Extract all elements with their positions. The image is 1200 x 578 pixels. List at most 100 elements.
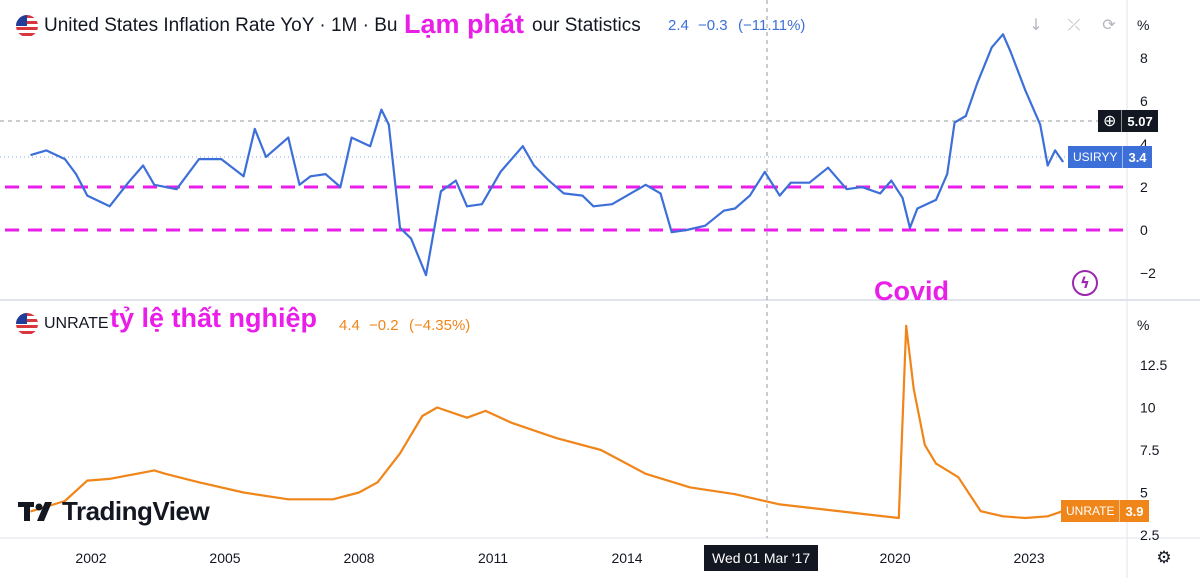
- time-axis-label: 2023: [1013, 550, 1044, 566]
- inflation-point: [75, 173, 78, 176]
- inflation-point: [253, 127, 256, 130]
- inflation-point: [369, 145, 372, 148]
- inflation-point: [611, 203, 614, 206]
- inflation-point: [380, 108, 383, 111]
- unemployment-point: [164, 472, 167, 475]
- unemployment-point: [912, 387, 915, 390]
- restore-icon[interactable]: ⟳: [1102, 15, 1116, 34]
- unemployment-point: [644, 472, 647, 475]
- inflation-point: [45, 149, 48, 152]
- inflation-point: [1039, 123, 1042, 126]
- down-arrow-icon[interactable]: ↓: [1029, 15, 1043, 34]
- top-y-tick-label: −2: [1140, 265, 1156, 281]
- inflation-point: [935, 198, 938, 201]
- unemployment-point: [778, 503, 781, 506]
- bottom-y-tick-label: 2.5: [1140, 527, 1160, 543]
- usiryy-price-label: USIRYY 3.4: [1068, 146, 1152, 168]
- unemployment-point: [555, 437, 558, 440]
- inflation-title[interactable]: United States Inflation Rate YoY · 1M · …: [44, 15, 398, 36]
- collapse-icon[interactable]: ⤫: [1067, 15, 1081, 34]
- unemployment-point: [484, 409, 487, 412]
- top-y-tick-label: 4: [1140, 136, 1148, 152]
- inflation-last-value: 2.4: [668, 17, 689, 34]
- inflation-point: [350, 136, 353, 139]
- inflation-point: [659, 192, 662, 195]
- unemployment-point: [1002, 515, 1005, 518]
- inflation-point: [990, 46, 993, 49]
- covid-annotation: Covid: [874, 276, 950, 306]
- unemployment-point: [923, 443, 926, 446]
- tradingview-logo-text: TradingView: [62, 496, 210, 526]
- crosshair-price-label: ⊕ 5.07: [1098, 110, 1158, 132]
- inflation-point: [465, 205, 468, 208]
- unemployment-point: [287, 498, 290, 501]
- unrate-last-value: 4.4: [339, 317, 360, 334]
- time-axis-label: 2020: [879, 550, 910, 566]
- unrate-change-pct: (−4.35%): [409, 317, 471, 334]
- inflation-point: [916, 207, 919, 210]
- inflation-point: [592, 205, 595, 208]
- top-y-tick-label: 6: [1140, 93, 1148, 109]
- time-axis-label: 2011: [478, 550, 508, 566]
- top-y-tick-label: 0: [1140, 222, 1148, 238]
- unemployment-point: [63, 500, 66, 502]
- inflation-point: [127, 181, 130, 184]
- unemployment-point: [197, 481, 200, 484]
- inflation-point: [778, 194, 781, 197]
- inflation-title-tail: our Statistics: [532, 15, 641, 36]
- inflation-point: [175, 188, 178, 191]
- inflation-point: [827, 166, 830, 169]
- inflation-point: [1002, 33, 1005, 36]
- bottom-y-tick-label: 12.5: [1140, 357, 1167, 373]
- inflation-point: [387, 123, 390, 126]
- unemployment-point: [957, 476, 960, 479]
- inflation-point: [242, 175, 245, 178]
- inflation-point: [722, 209, 725, 212]
- unemployment-point: [510, 421, 513, 424]
- inflation-point: [626, 194, 629, 197]
- inflation-point: [86, 194, 89, 197]
- inflation-point: [964, 115, 967, 118]
- inflation-point: [439, 190, 442, 193]
- unemployment-point: [398, 452, 401, 455]
- inflation-point: [845, 188, 848, 191]
- inflation-point: [733, 207, 736, 210]
- unemployment-point: [436, 406, 439, 409]
- inflation-point: [454, 179, 457, 182]
- unemployment-point: [599, 449, 602, 451]
- inflation-point: [763, 170, 766, 173]
- inflation-point: [890, 179, 893, 182]
- time-axis-label: 2014: [611, 550, 642, 566]
- inflation-point: [30, 153, 33, 156]
- unemployment-point: [465, 416, 468, 419]
- inflation-point: [808, 181, 811, 184]
- unrate-price-label: UNRATE 3.9: [1061, 500, 1149, 522]
- inflation-point: [946, 173, 949, 176]
- inflation-point: [197, 158, 200, 161]
- lightning-icon[interactable]: ϟ: [1072, 270, 1098, 296]
- unemployment-point: [153, 469, 156, 472]
- time-axis-label: 2002: [75, 550, 106, 566]
- unemployment-point: [1046, 515, 1049, 518]
- settings-gear-icon[interactable]: ⚙: [1156, 548, 1172, 568]
- inflation-point: [480, 203, 483, 206]
- inflation-point: [108, 205, 111, 208]
- crosshair-time-label: Wed 01 Mar '17: [704, 545, 819, 571]
- unemployment-point: [376, 481, 379, 484]
- top-y-tick-label: 8: [1140, 50, 1148, 66]
- plus-circle-icon[interactable]: ⊕: [1103, 113, 1117, 130]
- inflation-point: [1054, 149, 1057, 152]
- inflation-point: [562, 192, 565, 195]
- unrate-title[interactable]: UNRATE: [44, 315, 109, 332]
- unrate-change: −0.2: [369, 317, 399, 334]
- inflation-point: [908, 226, 911, 229]
- bottom-y-tick-label: 5: [1140, 485, 1148, 501]
- inflation-point: [581, 194, 584, 197]
- inflation-point: [547, 179, 550, 182]
- inflation-point: [425, 274, 428, 277]
- unemployment-point: [935, 462, 938, 465]
- unemployment-point: [868, 513, 871, 516]
- bottom-y-tick-label: 10: [1140, 400, 1156, 416]
- unemployment-point: [1024, 517, 1027, 519]
- inflation-point: [748, 194, 751, 197]
